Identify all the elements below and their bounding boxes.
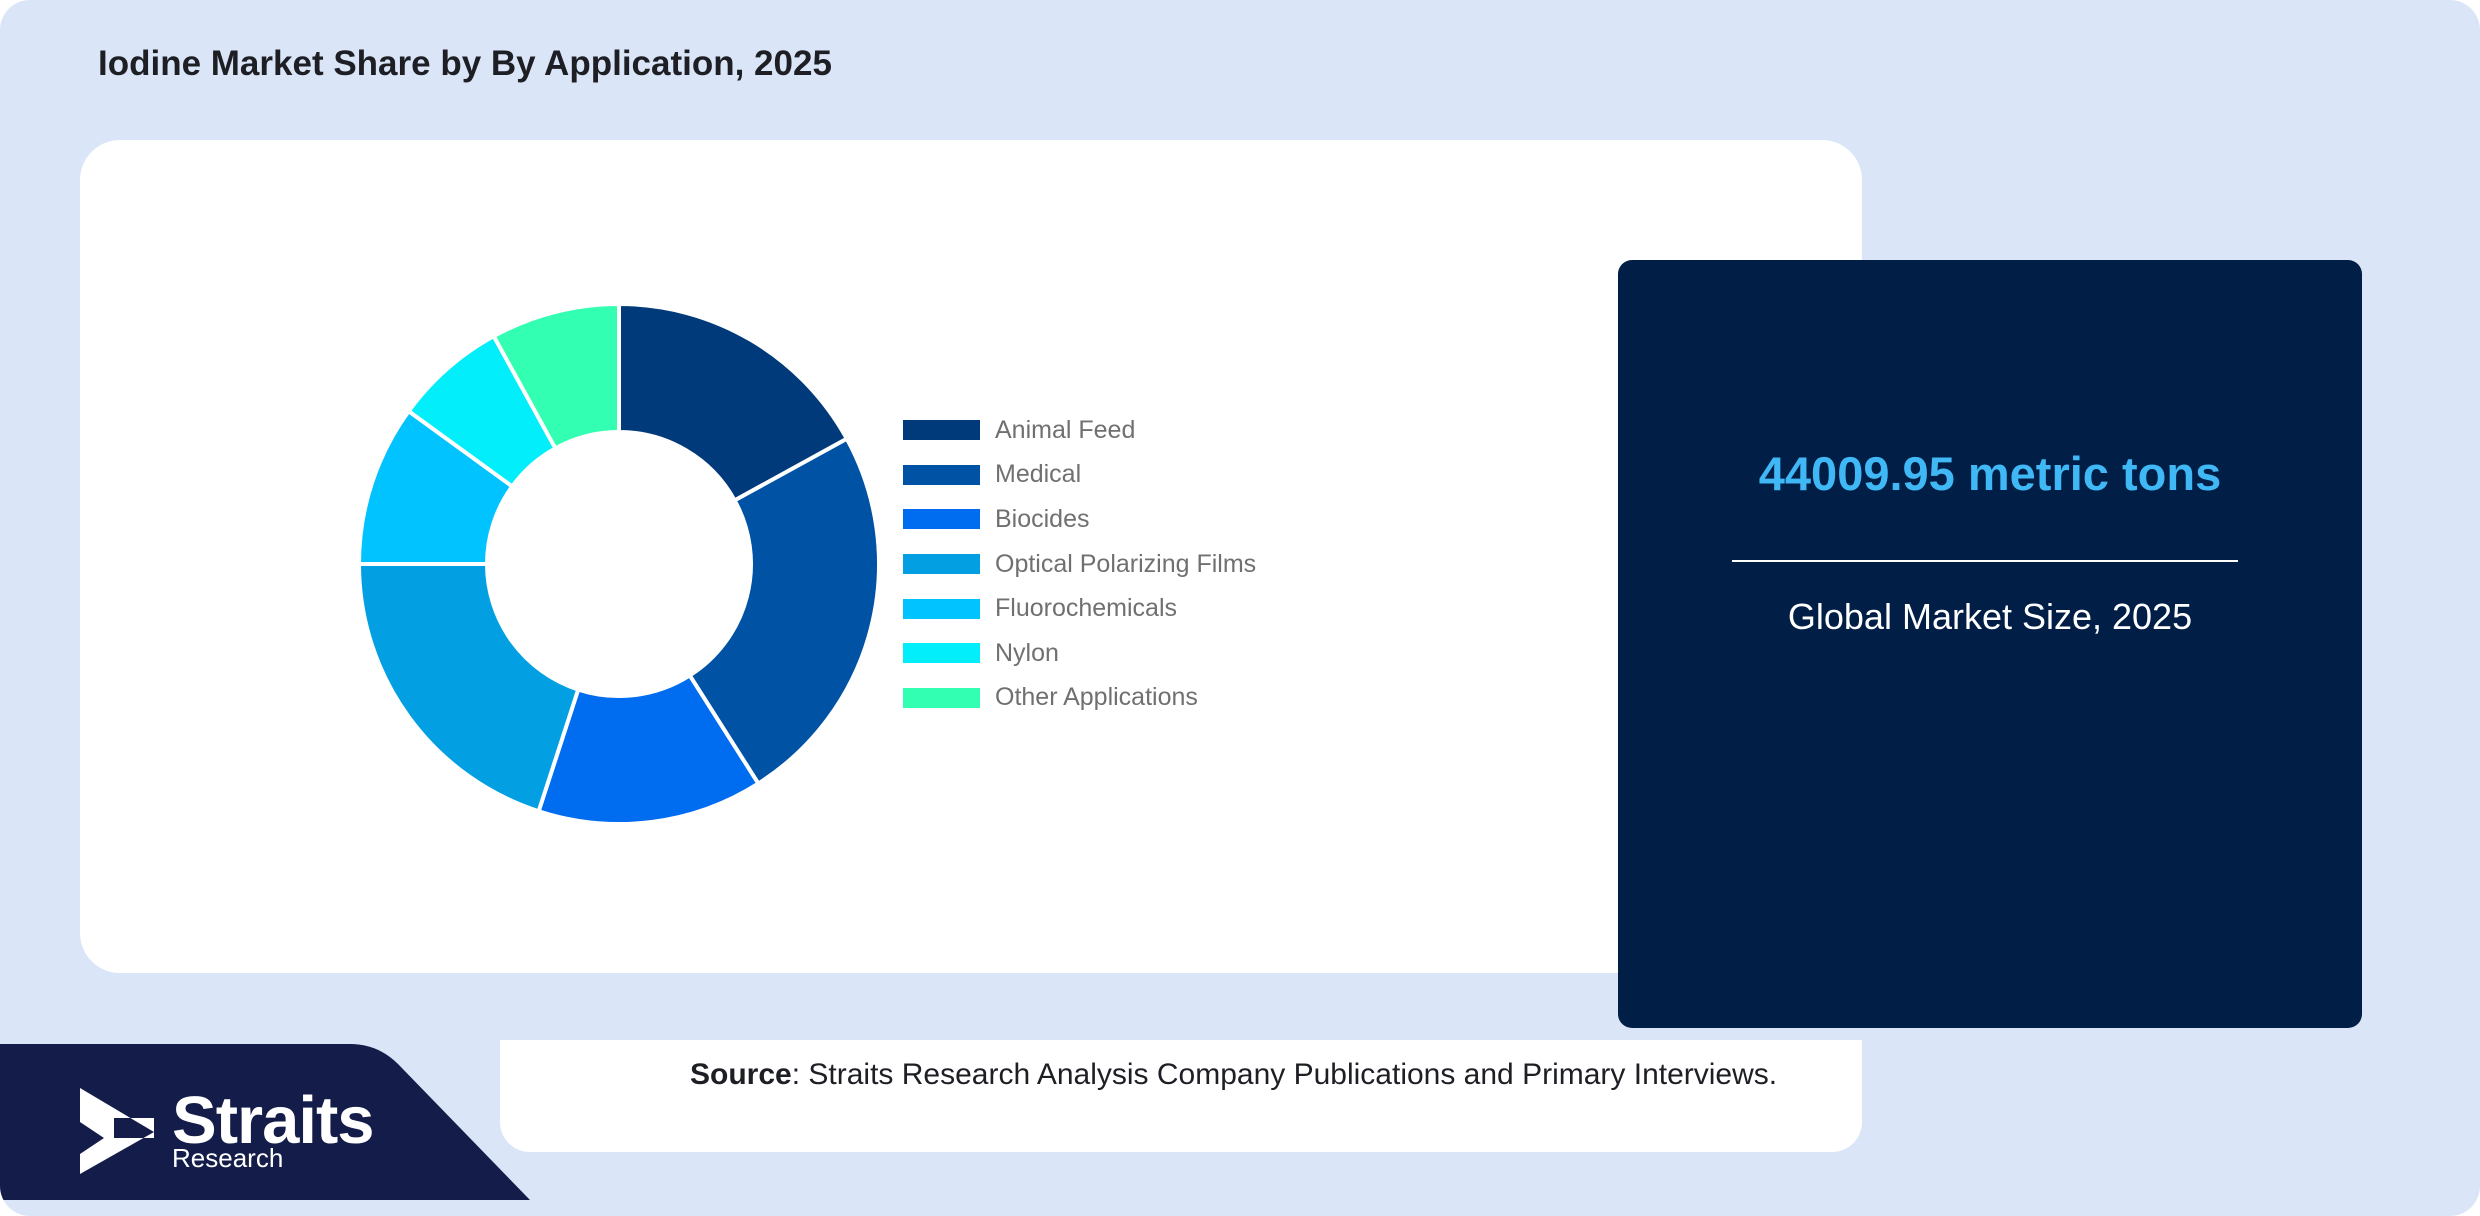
- source-note: Source: Straits Research Analysis Compan…: [690, 1058, 1777, 1092]
- legend-swatch: [903, 420, 980, 441]
- donut-slice-other-applications: [491, 301, 621, 452]
- divider: [1732, 560, 2238, 562]
- page-title: Iodine Market Share by By Application, 2…: [98, 44, 832, 83]
- source-label: Source: [690, 1058, 792, 1091]
- legend-item: Animal Feed: [903, 408, 1256, 453]
- legend-label: Optical Polarizing Films: [995, 549, 1257, 578]
- legend-item: Fluorochemicals: [903, 586, 1256, 631]
- legend-label: Fluorochemicals: [995, 594, 1178, 623]
- legend-label: Biocides: [995, 504, 1090, 533]
- legend-swatch: [903, 643, 980, 664]
- source-card: [500, 1040, 1862, 1152]
- chart-legend: Animal Feed Medical Biocides Optical Polari…: [903, 408, 1256, 720]
- legend-item: Nylon: [903, 631, 1256, 676]
- legend-label: Animal Feed: [995, 415, 1136, 444]
- donut-slice-biocides: [536, 672, 762, 826]
- legend-swatch: [903, 598, 980, 619]
- legend-swatch: [903, 464, 980, 485]
- legend-label: Medical: [995, 460, 1082, 489]
- market-size-value: 44009.95 metric tons: [1758, 447, 2222, 500]
- legend-item: Medical: [903, 453, 1256, 498]
- legend-swatch: [903, 554, 980, 575]
- legend-swatch: [903, 509, 980, 530]
- legend-item: Biocides: [903, 497, 1256, 542]
- donut-slice-medical: [686, 436, 881, 787]
- source-text: : Straits Research Analysis Company Publ…: [791, 1058, 1778, 1091]
- legend-swatch: [903, 687, 980, 708]
- logo-wordmark: Straits: [172, 1083, 375, 1158]
- legend-label: Other Applications: [995, 683, 1198, 712]
- market-size-caption: Global Market Size, 2025: [1787, 596, 2193, 637]
- donut-slice-animal-feed: [617, 301, 850, 504]
- legend-item: Other Applications: [903, 676, 1256, 721]
- legend-item: Optical Polarizing Films: [903, 542, 1256, 587]
- market-size-panel: 44009.95 metric tons Global Market Size,…: [1618, 260, 2362, 1028]
- logo-subtitle: Research: [172, 1143, 284, 1173]
- logo-band-shape: [0, 1044, 530, 1200]
- donut-slice-optical-polarizing-films: [356, 562, 581, 814]
- legend-label: Nylon: [995, 638, 1059, 667]
- straits-logo-icon: [80, 1088, 154, 1174]
